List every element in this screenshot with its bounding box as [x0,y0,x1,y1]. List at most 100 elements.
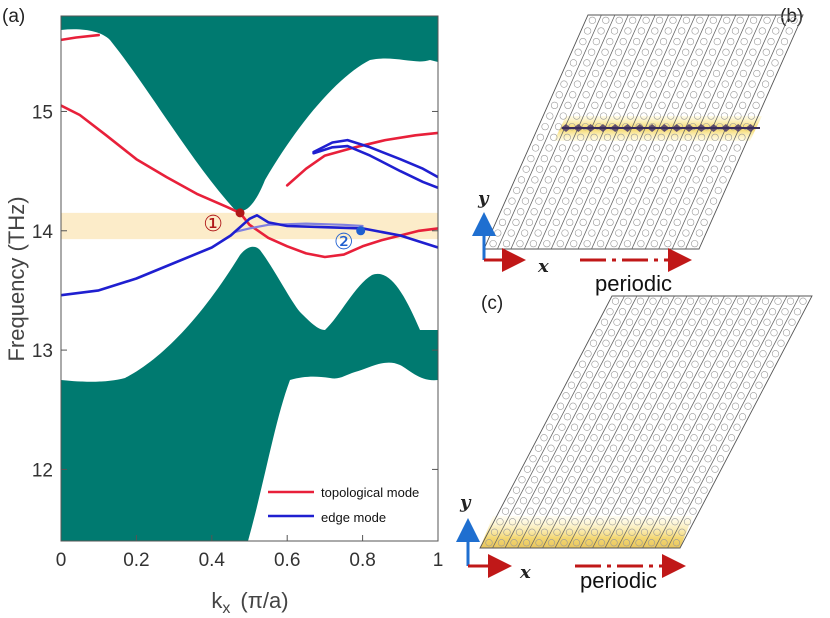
lattice-cell [623,465,632,473]
lattice-cell [562,392,570,400]
lattice-cell [665,434,673,442]
lattice-cell [600,318,609,326]
lattice-cell [558,518,567,526]
lattice-cell [701,413,709,421]
lattice-cell [712,392,720,400]
lattice-cell [745,329,753,337]
lattice-cell [698,465,707,473]
lattice-cell [704,59,712,67]
lattice-cell [588,413,597,421]
lattice-cell [698,371,706,379]
lattice-cell [527,154,535,163]
lattice-cell [521,518,529,526]
lattice-cell [757,59,766,67]
lattice-cell [618,101,626,110]
lattice-cell [686,69,694,78]
lattice-cell [667,80,676,88]
lattice-cell [518,476,526,484]
lattice-cell [642,381,651,389]
lattice-cell [521,197,530,205]
lattice-cell [715,154,723,163]
lattice-cell [689,339,698,347]
lattice-cell [514,507,522,515]
lattice-cell [549,165,557,173]
lattice-cell [522,539,531,547]
lattice-cell [630,133,639,141]
marker-layer: ①② [203,208,366,254]
lattice-cell [531,176,539,184]
lattice-cell [517,176,526,184]
panel-label-b: (b) [780,6,803,27]
lattice-b-lines [483,14,804,250]
lattice-column-line [629,295,763,549]
lattice-cell [641,48,649,56]
lattice-cell [762,48,770,56]
lattice-cell [573,80,582,88]
lattice-cell [682,497,690,505]
lattice-cell [522,165,530,173]
lattice-cell [681,308,689,316]
lattice-cell [580,186,588,195]
lattice-cell [644,133,652,141]
lattice-cell [576,413,584,421]
lattice-cell [714,339,723,347]
lattice-cell [612,486,621,494]
lattice-cell [516,240,524,248]
lattice-column-line [554,295,688,549]
lattice-cell [728,154,737,163]
lattice-cell [545,144,553,152]
lattice-cell [598,371,606,379]
lattice-cell [694,497,703,505]
lattice-cell [776,48,784,56]
lattice-cell [661,297,670,305]
lattice-cell [605,476,614,484]
lattice-cell [730,91,738,99]
lattice-cell [668,308,677,316]
lattice-cell [766,69,774,78]
lattice-cell [683,197,691,205]
lattice-cell [569,497,578,505]
lattice-cell [691,208,699,216]
lattice-cell [610,59,618,67]
lattice-cell [723,16,731,24]
lattice-cell [749,392,758,400]
lattice-cell [536,165,544,173]
lattice-cell [525,218,534,227]
lattice-cell [757,329,766,337]
lattice-cell [660,186,669,195]
lattice-cell [567,381,576,389]
lattice-cell [775,318,784,326]
lattice-cell [580,476,589,484]
lattice-cell [552,218,560,227]
lattice-cell [652,144,661,152]
lattice-cell [512,218,520,227]
lattice-cell [513,186,521,195]
lattice-cell [653,528,661,536]
lattice-cell [639,144,647,152]
lattice-cell [535,197,543,205]
lattice-cell [746,350,755,358]
lattice-cell [622,539,631,547]
lattice-cell [529,455,537,463]
lattice-cell [584,27,592,35]
lattice-cell [591,455,600,463]
lattice-cell [706,308,714,316]
lattice-cell [611,176,620,184]
lattice-cell [761,80,770,88]
lattice-cell [656,197,664,205]
lattice-cell [708,48,717,56]
lattice-cell [634,186,642,195]
lattice-cell [680,381,688,389]
lattice-cell [705,381,713,389]
lattice-cell [577,133,585,141]
lattice-cell [651,208,659,216]
lattice-cell [590,133,598,141]
lattice-cell [680,476,689,484]
lattice-cell [647,444,655,452]
lattice-cell [632,497,640,505]
lattice-cell [694,80,702,88]
lattice-cell [774,297,782,305]
lattice-cell [700,37,708,46]
lattice-cell [532,497,540,505]
lattice-cell [587,486,596,494]
